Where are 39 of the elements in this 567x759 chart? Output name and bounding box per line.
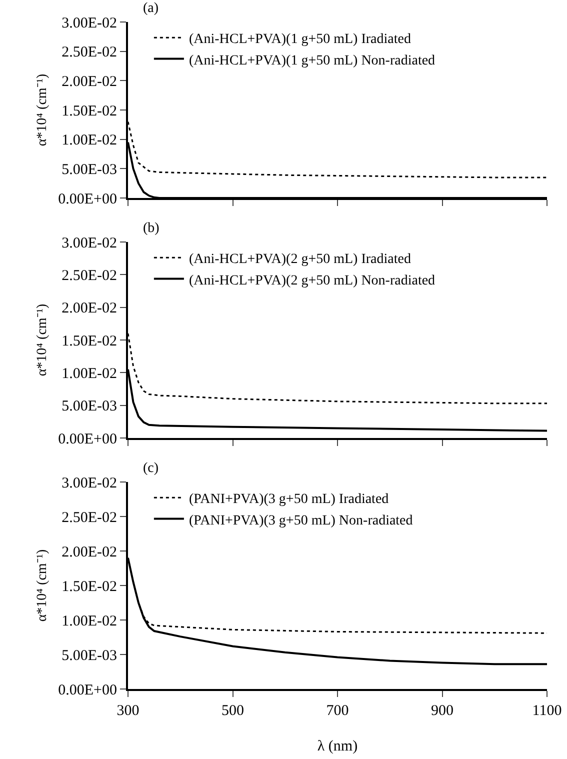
y-tick-label: 2.50E-02 [62,44,117,61]
legend-label: (Ani-HCL+PVA)(2 g+50 mL) Iradiated [188,252,411,268]
y-tick-label: 0.00E+00 [58,431,117,448]
chart-title: (b) [143,221,160,236]
y-tick-label: 1.00E-02 [62,366,117,382]
y-axis-title: α*10⁴ (cm⁻¹) [35,303,50,376]
y-tick-label: 2.50E-02 [62,510,117,526]
y-axis-title: α*10⁴ (cm⁻¹) [35,548,50,622]
y-tick-label: 2.50E-02 [62,268,117,284]
x-tick-label: 900 [431,703,454,719]
y-tick-label: 1.50E-02 [62,578,117,595]
y-tick-label: 2.00E-02 [62,74,117,90]
y-tick-label: 2.00E-02 [62,300,117,317]
legend-label: (Ani-HCL+PVA)(1 g+50 mL) Non-radiated [188,53,436,68]
y-tick-label: 5.00E-03 [62,648,117,664]
x-axis-title: λ (nm) [317,738,358,754]
y-tick-label: 0.00E+00 [58,682,117,698]
y-tick-label: 0.00E+00 [58,191,117,208]
y-tick-label: 1.00E-02 [62,132,117,149]
y-axis-title: α*10⁴ (cm⁻¹) [35,73,50,146]
y-tick-label: 3.00E-02 [62,235,117,252]
y-tick-label: 1.00E-02 [62,613,117,630]
legend-label: (PANI+PVA)(3 g+50 mL) Non-radiated [188,513,413,528]
x-tick-label: 300 [116,703,140,719]
legend-label: (Ani-HCL+PVA)(1 g+50 mL) Iradiated [188,32,411,48]
x-tick-label: 700 [326,703,349,719]
legend-label: (PANI+PVA)(3 g+50 mL) Iradiated [188,492,389,508]
y-tick-label: 1.50E-02 [62,103,117,120]
y-tick-label: 3.00E-02 [62,15,117,32]
legend-label: (Ani-HCL+PVA)(2 g+50 mL) Non-radiated [188,273,436,288]
chart-title: (a) [143,1,159,16]
x-tick-label: 500 [222,703,244,719]
y-tick-label: 2.00E-02 [62,544,117,560]
y-tick-label: 5.00E-03 [62,162,117,178]
x-tick-label: 1100 [532,703,562,719]
y-tick-label: 3.00E-02 [62,475,117,492]
y-tick-label: 5.00E-03 [62,398,117,415]
y-tick-label: 1.50E-02 [62,333,117,350]
chart-title: (c) [143,461,159,476]
